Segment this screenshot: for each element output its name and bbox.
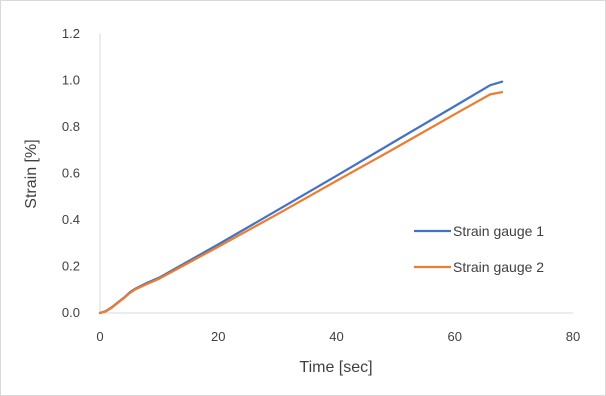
y-tick-label: 0.8 xyxy=(62,119,80,134)
y-axis-title: Strain [%] xyxy=(23,139,40,208)
x-tick-label: 40 xyxy=(329,329,343,344)
y-tick-label: 1.2 xyxy=(62,26,80,41)
y-tick-label: 0.4 xyxy=(62,212,80,227)
x-tick-label: 60 xyxy=(448,329,462,344)
x-tick-label: 0 xyxy=(96,329,103,344)
x-tick-labels: 0 20 40 60 80 xyxy=(96,329,580,344)
y-tick-labels: 0.0 0.2 0.4 0.6 0.8 1.0 1.2 xyxy=(62,26,80,320)
legend-label-1: Strain gauge 1 xyxy=(453,223,544,239)
y-tick-label: 0.6 xyxy=(62,166,80,181)
y-tick-label: 0.2 xyxy=(62,259,80,274)
legend-label-2: Strain gauge 2 xyxy=(453,259,544,275)
x-tick-label: 20 xyxy=(211,329,225,344)
y-tick-label: 0.0 xyxy=(62,305,80,320)
x-tick-label: 80 xyxy=(566,329,580,344)
y-tick-label: 1.0 xyxy=(62,73,80,88)
legend: Strain gauge 1 Strain gauge 2 xyxy=(414,223,544,275)
series-line-2 xyxy=(98,90,504,315)
x-axis-title: Time [sec] xyxy=(299,359,372,376)
series-lines xyxy=(98,80,504,315)
